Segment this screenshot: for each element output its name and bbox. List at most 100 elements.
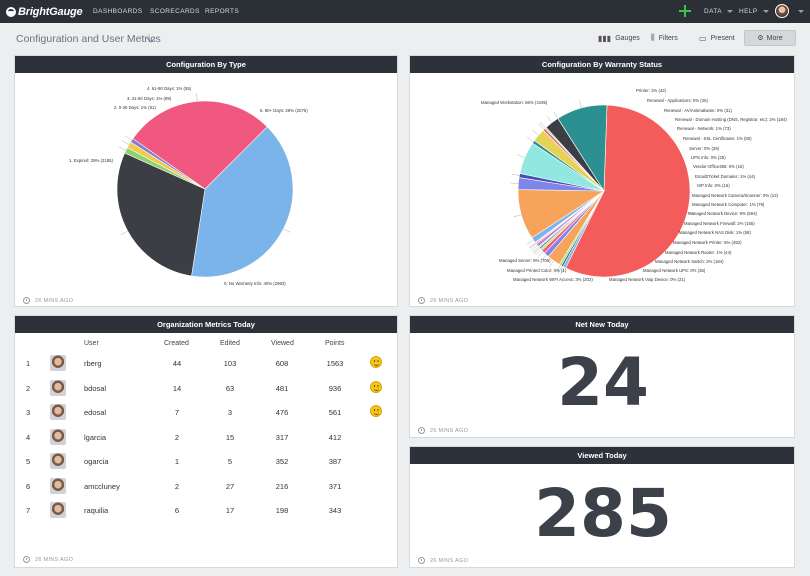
- gauges-label: Gauges: [615, 34, 640, 42]
- pie-slice[interactable]: [191, 126, 294, 278]
- pie-slice-label: Printer: 1% (42): [636, 88, 667, 93]
- clock-icon: [418, 557, 425, 564]
- row-viewed: 317: [275, 432, 289, 442]
- row-created: 2: [174, 432, 180, 442]
- row-edited: 3: [227, 408, 233, 417]
- pie-slice[interactable]: [565, 104, 691, 278]
- pie-leader-line: [120, 230, 128, 236]
- pie-leader-line: [540, 254, 547, 261]
- timestamp-text: 26 MINS AGO: [35, 297, 74, 304]
- panel-title: Configuration By Warranty Status: [410, 56, 794, 73]
- avatar: [50, 477, 66, 494]
- pie-chart-config-by-type: [116, 93, 294, 278]
- panel-net-new: Net New Today 24 26 MINS AGO: [409, 315, 795, 438]
- nav-reports[interactable]: REPORTS: [205, 8, 240, 15]
- filter-icon: ⫼: [651, 33, 655, 42]
- pie-leader-line: [517, 154, 525, 158]
- pie-slice-label: 5. 90+ Days: 28% (2075): [260, 108, 308, 113]
- net-new-value: 24: [557, 344, 649, 421]
- monitor-icon: ▭: [699, 33, 707, 43]
- last-updated: 26 MINS AGO: [418, 557, 468, 564]
- clock-icon: [418, 427, 425, 434]
- pie-slice-label: 1. Expired: 29% (2185): [69, 158, 113, 163]
- row-rank: 3: [26, 408, 31, 417]
- pie-slice-label: Managed Printed Color: 0% (1): [507, 268, 567, 273]
- row-user: ogarcia: [84, 457, 109, 466]
- chevron-down-icon: [762, 9, 769, 13]
- row-points: 387: [328, 457, 342, 466]
- filters-label: Filters: [658, 34, 678, 42]
- pie-slice-label: Managed Network Voip Device: 0% (21): [609, 277, 686, 282]
- gauges-button[interactable]: ▮▮▮ Gauges: [598, 30, 640, 46]
- avatar: [50, 379, 66, 396]
- pie-leader-line: [546, 116, 552, 123]
- row-edited: 103: [223, 359, 237, 368]
- chevron-down-icon[interactable]: [798, 10, 804, 13]
- pie-slice-label: Managed Network Printer: 6% (452): [673, 240, 742, 245]
- row-created: 14: [172, 383, 182, 393]
- row-viewed: 481: [275, 383, 289, 393]
- panel-config-by-warranty: Configuration By Warranty Status 26 MINS…: [409, 55, 795, 307]
- last-updated: 26 MINS AGO: [23, 297, 73, 304]
- pie-slice-label: Managed Network Camera/Scanner: 0% (13): [692, 193, 778, 198]
- timestamp-text: 26 MINS AGO: [430, 557, 469, 564]
- pie-leader-line: [526, 137, 534, 142]
- row-points: 936: [328, 383, 342, 393]
- pie-slice-label: ISP Info: 0% (16): [697, 183, 730, 188]
- user-avatar[interactable]: [775, 4, 789, 18]
- page-title[interactable]: Configuration and User Metrics: [16, 33, 161, 45]
- more-button[interactable]: ⚙ More: [744, 30, 796, 46]
- brand-logo[interactable]: BrightGauge: [6, 4, 83, 19]
- col-header-points[interactable]: Points: [325, 340, 345, 347]
- pie-slice-label: Managed Server: 9% (705): [499, 258, 551, 263]
- chevron-down-icon: [726, 9, 733, 13]
- nav-scorecards[interactable]: SCORECARDS: [150, 8, 200, 15]
- panel-org-metrics: Organization Metrics Today 26 MINS AGO: [14, 315, 398, 568]
- pie-leader-line: [526, 239, 534, 245]
- pie-leader-line: [196, 93, 198, 102]
- row-user: rberg: [84, 359, 102, 368]
- pie-leader-line: [532, 246, 539, 253]
- pie-leader-line: [513, 214, 522, 218]
- nav-help-label: HELP: [739, 8, 758, 15]
- pie-slice[interactable]: [557, 104, 608, 192]
- row-rank: 6: [26, 481, 31, 491]
- pie-slice-label: Managed Network Computer: 1% (79): [692, 202, 765, 207]
- row-user: amccluney: [84, 481, 120, 491]
- pie-leader-line: [548, 260, 554, 268]
- row-points: 412: [328, 432, 342, 442]
- viewed-value: 285: [534, 475, 672, 552]
- row-viewed: 608: [275, 359, 289, 368]
- present-button[interactable]: ▭ Present: [699, 30, 735, 46]
- pie-slice-label: Renewal - AV/Antimalware: 0% (31): [664, 108, 732, 113]
- logo-icon: [6, 6, 16, 17]
- pie-slice-label: Managed Network Switch: 2% (184): [655, 259, 724, 264]
- col-header-created[interactable]: Created: [164, 340, 189, 347]
- pie-leader-line: [283, 228, 291, 233]
- col-header-viewed[interactable]: Viewed: [271, 340, 294, 347]
- col-header-edited[interactable]: Edited: [220, 340, 240, 347]
- pie-slice[interactable]: [132, 100, 268, 190]
- last-updated: 26 MINS AGO: [418, 427, 468, 434]
- col-header-user[interactable]: User: [84, 340, 99, 347]
- pie-leader-line: [511, 173, 520, 176]
- panel-title: Organization Metrics Today: [15, 316, 397, 333]
- pie-slice[interactable]: [116, 152, 206, 277]
- pie-leader-line: [537, 251, 544, 258]
- row-rank: 2: [26, 383, 31, 393]
- nav-dashboards[interactable]: DASHBOARDS: [93, 8, 143, 15]
- smiley-icon: [370, 405, 382, 417]
- add-plus-icon[interactable]: [678, 4, 692, 18]
- nav-data-menu[interactable]: DATA: [704, 8, 733, 15]
- nav-help-menu[interactable]: HELP: [739, 8, 769, 15]
- panel-title: Configuration By Type: [15, 56, 397, 73]
- pie-slice-label: Renewal - Network: 1% (73): [677, 126, 731, 131]
- pie-slice-label: Managed Network Firewall: 2% (165): [684, 221, 755, 226]
- row-points: 343: [328, 506, 342, 515]
- smiley-icon: [370, 356, 382, 368]
- row-user: raquilia: [84, 506, 109, 515]
- filters-button[interactable]: ⫼ Filters: [651, 30, 678, 46]
- more-label: More: [766, 34, 783, 42]
- pie-leader-line: [556, 264, 561, 273]
- pie-slice-label: Managed Workstation: 56% (4195): [481, 100, 548, 105]
